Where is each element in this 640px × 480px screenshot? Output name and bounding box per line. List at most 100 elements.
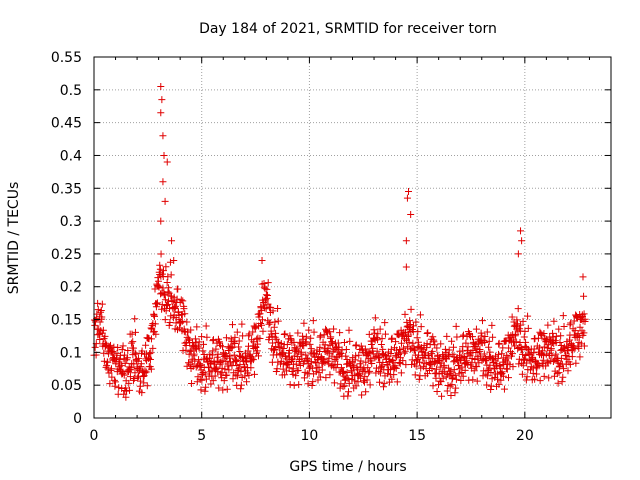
data-point xyxy=(470,367,478,375)
data-point xyxy=(433,388,441,396)
data-point xyxy=(102,339,110,347)
data-point xyxy=(111,378,119,386)
data-point xyxy=(555,325,563,333)
data-point xyxy=(275,344,283,352)
data-point xyxy=(362,388,370,396)
data-point xyxy=(126,373,134,381)
data-point xyxy=(114,343,122,351)
data-point xyxy=(451,371,459,379)
data-point xyxy=(142,368,150,376)
data-point xyxy=(378,335,386,343)
data-point xyxy=(271,318,279,326)
data-point xyxy=(568,353,576,361)
data-point xyxy=(105,350,113,358)
data-point xyxy=(254,340,262,348)
data-point xyxy=(220,349,228,357)
y-tick-label: 0.55 xyxy=(51,50,82,66)
data-point xyxy=(261,285,269,293)
data-point xyxy=(286,381,294,389)
data-point xyxy=(330,325,338,333)
peak-data-point xyxy=(517,227,525,235)
data-point xyxy=(212,363,220,371)
data-point xyxy=(337,364,345,372)
data-point xyxy=(387,345,395,353)
data-point xyxy=(181,310,189,318)
data-point xyxy=(245,330,253,338)
data-point xyxy=(235,343,243,351)
peak-data-point xyxy=(168,237,176,245)
peak-data-point xyxy=(407,211,415,219)
data-point xyxy=(236,361,244,369)
data-point xyxy=(574,330,582,338)
data-point xyxy=(519,317,527,325)
data-point xyxy=(500,361,508,369)
data-point xyxy=(196,375,204,383)
x-tick-label: 0 xyxy=(90,428,99,444)
grid-lines xyxy=(94,57,611,418)
data-point xyxy=(387,335,395,343)
data-point xyxy=(414,328,422,336)
data-point xyxy=(99,326,107,334)
data-point xyxy=(306,340,314,348)
peak-data-point xyxy=(258,256,266,264)
peak-data-point xyxy=(157,109,165,117)
data-point xyxy=(399,357,407,365)
data-point xyxy=(521,327,529,335)
data-point xyxy=(94,299,102,307)
data-point xyxy=(231,339,239,347)
data-point xyxy=(91,343,99,351)
data-point xyxy=(106,380,114,388)
data-point xyxy=(543,344,551,352)
data-point xyxy=(316,333,324,341)
data-point xyxy=(309,378,317,386)
data-point xyxy=(576,323,584,331)
data-point xyxy=(180,305,188,313)
data-point xyxy=(274,304,282,312)
data-point xyxy=(128,330,136,338)
data-point xyxy=(328,352,336,360)
data-point xyxy=(498,368,506,376)
data-point xyxy=(141,367,149,375)
data-point xyxy=(515,360,523,368)
data-point xyxy=(230,351,238,359)
data-point xyxy=(95,330,103,338)
data-point xyxy=(162,263,170,271)
data-point xyxy=(220,377,228,385)
data-point xyxy=(367,355,375,363)
data-point xyxy=(271,345,279,353)
data-point xyxy=(355,351,363,359)
data-point xyxy=(126,386,134,394)
y-tick-label: 0.3 xyxy=(60,214,82,230)
data-point xyxy=(243,378,251,386)
data-point xyxy=(236,348,244,356)
data-point xyxy=(239,332,247,340)
data-point xyxy=(174,285,182,293)
data-point xyxy=(150,311,158,319)
data-point xyxy=(309,317,317,325)
data-point xyxy=(531,375,539,383)
data-point xyxy=(575,344,583,352)
data-point xyxy=(360,377,368,385)
data-point xyxy=(155,283,163,291)
data-points xyxy=(90,83,589,401)
data-point xyxy=(136,377,144,385)
data-point xyxy=(580,342,588,350)
data-point xyxy=(374,330,382,338)
data-point xyxy=(147,335,155,343)
data-point xyxy=(104,358,112,366)
data-point xyxy=(432,365,440,373)
data-point xyxy=(124,354,132,362)
data-point xyxy=(397,339,405,347)
data-point xyxy=(157,290,165,298)
data-point xyxy=(273,365,281,373)
data-point xyxy=(198,333,206,341)
data-point xyxy=(549,357,557,365)
data-point xyxy=(98,300,106,308)
data-point xyxy=(556,339,564,347)
data-point xyxy=(111,382,119,390)
x-tick-label: 20 xyxy=(516,428,534,444)
data-point xyxy=(187,346,195,354)
data-point xyxy=(451,389,459,397)
data-point xyxy=(481,338,489,346)
data-point xyxy=(496,364,504,372)
